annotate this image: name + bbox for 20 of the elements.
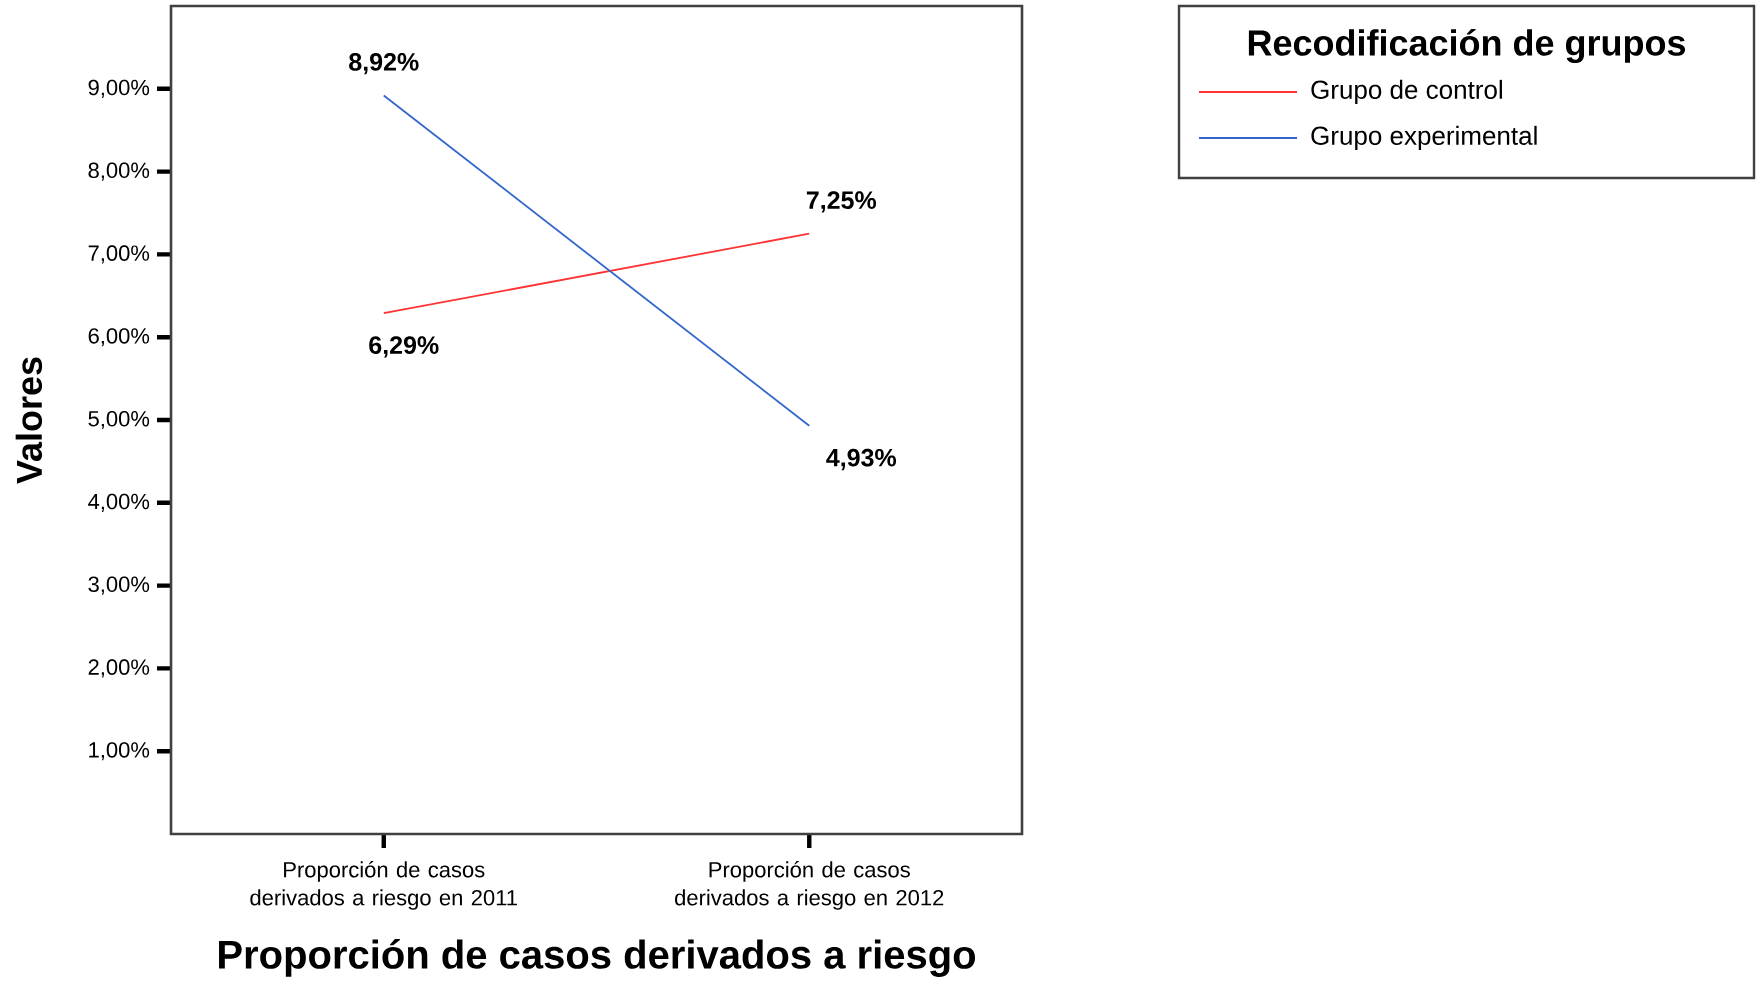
data-label: 6,29% (369, 336, 439, 358)
y-tick-label: 1,00% (89, 742, 150, 761)
x-tick-label: Proporción de casos derivados a riesgo en 2012 (675, 861, 944, 911)
y-tick-label: 7,00% (88, 245, 150, 264)
y-tick-label: 3,00% (88, 576, 150, 595)
y-tick-label: 4,00% (88, 493, 150, 513)
y-tick-label: 8,00% (88, 162, 150, 181)
data-label: 7,25% (806, 191, 877, 213)
y-tick-label: 2,00% (88, 659, 150, 678)
x-axis-title: Proporción de casos derivados a riesgo (219, 939, 976, 978)
y-axis-title: Valores (15, 357, 43, 484)
x-tick-label: Proporción de casos derivados a riesgo en 2011 (250, 861, 517, 911)
legend-label: Grupo experimental (1311, 126, 1537, 151)
y-tick-label: 9,00% (88, 79, 150, 99)
y-tick-label: 6,00% (88, 328, 150, 347)
legend-label: Grupo de control (1311, 80, 1502, 105)
data-label: 8,92% (349, 53, 419, 75)
legend-title: Recodificación de grupos (1248, 29, 1686, 64)
y-tick-label: 5,00% (88, 411, 150, 430)
data-label: 4,93% (826, 449, 897, 471)
